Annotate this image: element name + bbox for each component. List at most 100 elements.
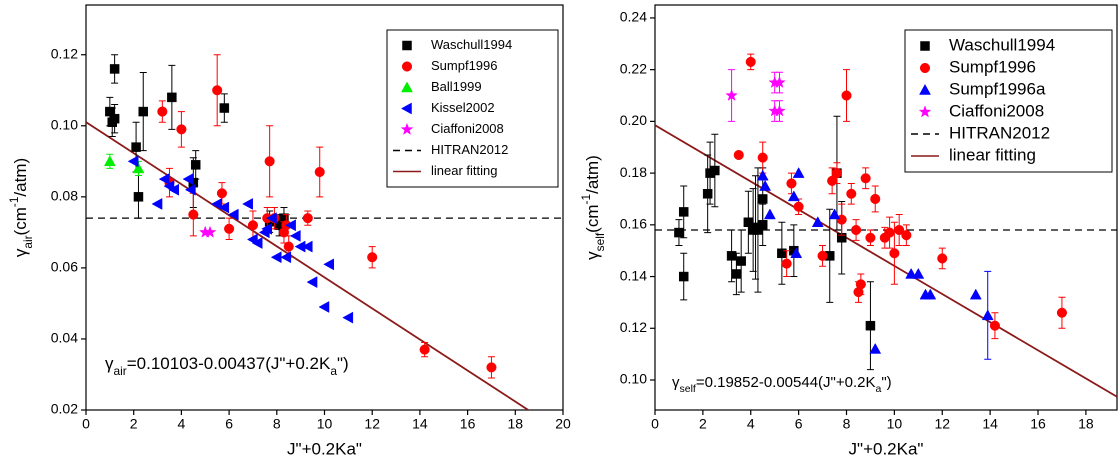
marker-triangle bbox=[869, 342, 882, 354]
y-axis-label-part: /atm) bbox=[11, 158, 30, 197]
marker-star bbox=[725, 88, 739, 101]
marker-triangle bbox=[919, 83, 931, 95]
x-tick-label: 2 bbox=[130, 416, 138, 432]
marker-circle bbox=[212, 85, 223, 96]
annotation-part: =0.19852-0.00544(J"+0.2K bbox=[696, 374, 876, 391]
marker-triangle-left bbox=[323, 258, 335, 271]
legend-box bbox=[904, 29, 1113, 173]
x-tick-label: 18 bbox=[508, 416, 524, 432]
marker-triangle-left bbox=[227, 208, 239, 221]
marker-triangle bbox=[981, 309, 994, 321]
marker-circle bbox=[733, 149, 744, 161]
marker-triangle-left bbox=[151, 198, 163, 210]
marker-circle bbox=[786, 178, 797, 189]
marker-square bbox=[678, 207, 689, 217]
marker-square bbox=[736, 256, 746, 266]
marker-square bbox=[757, 194, 768, 204]
y-axis-label-part: -1 bbox=[7, 196, 21, 207]
marker-circle bbox=[817, 250, 828, 261]
marker-circle bbox=[860, 173, 871, 184]
x-tick-label: 2 bbox=[699, 416, 707, 432]
marker-square bbox=[167, 92, 177, 103]
marker-circle bbox=[757, 152, 768, 163]
x-tick-label: 16 bbox=[1030, 416, 1046, 432]
marker-triangle-left bbox=[127, 155, 139, 168]
marker-circle bbox=[247, 220, 258, 231]
y-tick-label: 0.02 bbox=[51, 401, 78, 417]
y-axis-label-part: (cm bbox=[583, 204, 602, 232]
marker-square bbox=[219, 103, 230, 113]
marker-triangle bbox=[763, 208, 776, 220]
fit-line bbox=[655, 124, 1117, 398]
y-tick-label: 0.10 bbox=[620, 371, 647, 387]
marker-triangle-left bbox=[280, 251, 292, 264]
x-tick-label: 12 bbox=[364, 416, 380, 432]
legend-label: Sumpf1996 bbox=[431, 58, 498, 73]
x-tick-label: 0 bbox=[651, 416, 659, 432]
marker-square bbox=[138, 106, 148, 117]
marker-square bbox=[865, 320, 876, 331]
x-tick-label: 6 bbox=[225, 416, 233, 432]
marker-circle bbox=[793, 201, 804, 212]
annotation-part: ") bbox=[881, 374, 891, 391]
annotation-part: =0.10103-0.00437(J"+0.2K bbox=[127, 354, 331, 373]
annotation-part: a bbox=[330, 364, 337, 378]
y-tick-label: 0.06 bbox=[51, 259, 78, 275]
legend-label: Sumpf1996 bbox=[949, 57, 1036, 76]
x-tick-label: 4 bbox=[178, 416, 186, 432]
x-tick-label: 4 bbox=[747, 416, 755, 432]
x-tick-label: 16 bbox=[460, 416, 476, 432]
marker-circle bbox=[486, 362, 497, 373]
marker-square bbox=[920, 41, 930, 51]
marker-circle bbox=[419, 344, 430, 355]
marker-triangle-left bbox=[242, 198, 253, 210]
marker-square bbox=[105, 106, 115, 117]
fit-line bbox=[86, 121, 530, 410]
marker-triangle bbox=[912, 267, 925, 279]
y-tick-label: 0.12 bbox=[620, 319, 647, 335]
annotation: γair=0.10103-0.00437(J"+0.2Ka") bbox=[105, 354, 349, 378]
marker-square bbox=[743, 217, 754, 227]
legend-label: HITRAN2012 bbox=[949, 123, 1050, 142]
x-axis-label: J"+0.2Ka" bbox=[849, 439, 924, 458]
marker-triangle-left bbox=[266, 212, 277, 225]
marker-square bbox=[190, 160, 201, 170]
marker-triangle-left bbox=[400, 102, 412, 115]
x-tick-label: 10 bbox=[317, 416, 333, 432]
y-tick-label: 0.16 bbox=[620, 216, 647, 232]
marker-circle bbox=[827, 175, 838, 186]
marker-circle bbox=[865, 232, 876, 243]
legend-label: Waschull1994 bbox=[949, 35, 1055, 54]
marker-triangle-left bbox=[318, 301, 330, 313]
legend-label: HITRAN2012 bbox=[431, 142, 508, 157]
marker-triangle-left bbox=[218, 201, 230, 214]
y-axis-label-part: -1 bbox=[579, 194, 593, 205]
marker-circle bbox=[851, 224, 862, 236]
marker-triangle bbox=[132, 162, 145, 174]
y-tick-label: 0.12 bbox=[51, 45, 78, 61]
marker-triangle bbox=[790, 247, 803, 259]
legend-label: Waschull1994 bbox=[431, 37, 512, 52]
legend-label: Kissel2002 bbox=[431, 100, 495, 115]
x-tick-label: 14 bbox=[412, 416, 428, 432]
y-tick-label: 0.04 bbox=[51, 330, 78, 346]
marker-triangle bbox=[924, 288, 937, 300]
legend-box bbox=[386, 29, 559, 188]
y-tick-label: 0.20 bbox=[620, 112, 647, 128]
marker-circle bbox=[841, 90, 852, 101]
legend-label: Ciaffoni2008 bbox=[949, 101, 1044, 120]
legend-label: Ciaffoni2008 bbox=[431, 121, 504, 136]
marker-circle bbox=[781, 258, 792, 269]
annotation-part: self bbox=[680, 383, 696, 395]
marker-circle bbox=[216, 188, 227, 199]
marker-circle bbox=[1056, 307, 1067, 318]
marker-triangle bbox=[792, 167, 805, 178]
marker-star bbox=[918, 105, 932, 118]
marker-circle bbox=[367, 252, 378, 263]
marker-triangle-left bbox=[342, 311, 354, 324]
marker-triangle bbox=[759, 180, 772, 191]
y-tick-label: 0.18 bbox=[620, 164, 647, 180]
marker-triangle bbox=[756, 169, 769, 181]
y-tick-label: 0.08 bbox=[51, 188, 78, 204]
marker-triangle-left bbox=[251, 237, 263, 249]
